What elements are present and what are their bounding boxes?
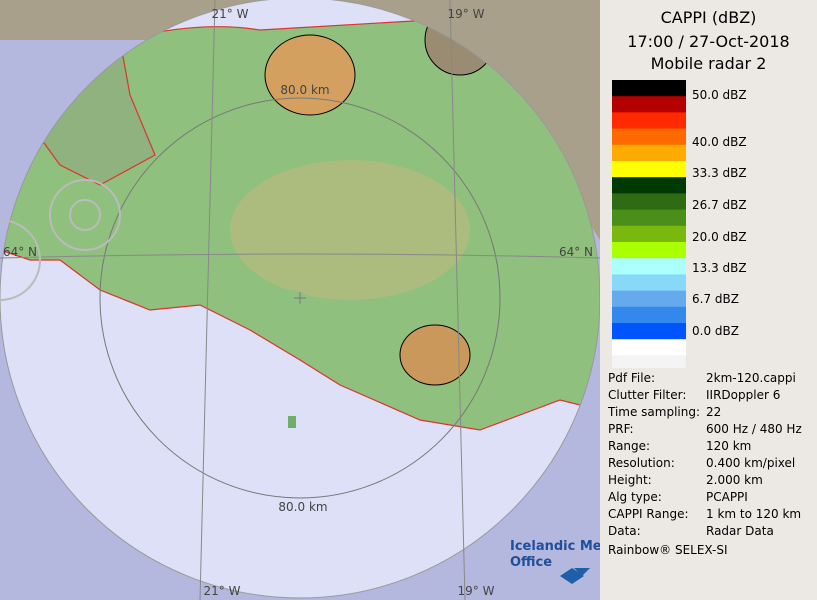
info-value: PCAPPI xyxy=(706,490,748,504)
lat-label: 64° N xyxy=(559,245,593,259)
legend-bar xyxy=(612,80,686,368)
legend-label: 20.0 dBZ xyxy=(692,230,747,244)
legend-swatch xyxy=(612,80,686,97)
info-row: Resolution: 0.400 km/pixel xyxy=(608,456,795,470)
title: CAPPI (dBZ) xyxy=(660,8,757,27)
info-value: 2.000 km xyxy=(706,473,763,487)
legend-swatch xyxy=(612,177,686,194)
side-panel: CAPPI (dBZ) 17:00 / 27-Oct-2018 Mobile r… xyxy=(600,0,817,600)
logo-icon xyxy=(560,568,590,584)
info-row: PRF: 600 Hz / 480 Hz xyxy=(608,422,802,436)
legend-label: 0.0 dBZ xyxy=(692,324,739,338)
legend-label: 26.7 dBZ xyxy=(692,198,747,212)
ring-label: 80.0 km xyxy=(278,500,327,514)
info-row: CAPPI Range: 1 km to 120 km xyxy=(608,507,801,521)
land-outside xyxy=(0,0,600,240)
lowland xyxy=(272,290,308,310)
glacier xyxy=(399,324,471,386)
logo-text: Office xyxy=(510,555,552,570)
legend-label: 33.3 dBZ xyxy=(692,166,747,180)
island xyxy=(288,416,296,428)
title: 17:00 / 27-Oct-2018 xyxy=(627,32,790,51)
lat-label: 64° N xyxy=(3,245,37,259)
lon-label: 21° W xyxy=(204,584,241,598)
highland xyxy=(230,160,470,300)
legend-label: 6.7 dBZ xyxy=(692,292,739,306)
lon-label: 21° W xyxy=(212,7,249,21)
info-key: Pdf File: xyxy=(608,371,656,385)
other-radar xyxy=(0,219,41,301)
legend-swatch xyxy=(612,225,686,243)
radar-map: 21° W 19° W 64° N 64° N 80.0 km 80.0 km … xyxy=(0,0,600,600)
legend-swatch xyxy=(612,161,686,178)
info-value: IIRDoppler 6 xyxy=(706,388,781,402)
info-key: Height: xyxy=(608,473,652,487)
info-key: Clutter Filter: xyxy=(608,388,687,402)
footer: Rainbow® SELEX-SI xyxy=(608,543,728,557)
legend-swatch xyxy=(612,290,686,308)
legend-swatch xyxy=(612,193,686,211)
range-ring xyxy=(99,97,501,499)
info-row: Range: 120 km xyxy=(608,439,751,453)
ring-label: 80.0 km xyxy=(280,83,329,97)
info-row: Data: Radar Data xyxy=(608,524,774,538)
legend-swatch xyxy=(612,355,686,368)
legend-swatch xyxy=(612,306,686,324)
legend-swatch xyxy=(612,144,686,162)
lon-label: 19° W xyxy=(458,584,495,598)
info-row: Clutter Filter: IIRDoppler 6 xyxy=(608,388,780,402)
legend-swatch xyxy=(612,323,686,340)
info-key: CAPPI Range: xyxy=(608,507,689,521)
legend-label: 50.0 dBZ xyxy=(692,88,747,102)
legend-swatch xyxy=(612,96,686,113)
info-row: Time sampling: 22 xyxy=(608,405,721,419)
glacier xyxy=(264,34,356,116)
info-value: 0.400 km/pixel xyxy=(706,456,796,470)
legend-swatch xyxy=(612,258,686,275)
info-value: 600 Hz / 480 Hz xyxy=(706,422,802,436)
legend-label: 40.0 dBZ xyxy=(692,135,747,149)
legend-swatch xyxy=(612,128,686,146)
info-value: 2km-120.cappi xyxy=(706,371,796,385)
legend-swatch xyxy=(612,339,686,356)
info-key: Time sampling: xyxy=(608,405,701,419)
info-key: Alg type: xyxy=(608,490,662,504)
info-value: 1 km to 120 km xyxy=(706,507,802,521)
info-key: Resolution: xyxy=(608,456,675,470)
info-row: Pdf File: 2km-120.cappi xyxy=(608,371,796,385)
coverage-edge xyxy=(0,0,600,599)
info-value: Radar Data xyxy=(706,524,774,538)
title: Mobile radar 2 xyxy=(650,54,767,73)
graticule xyxy=(0,0,600,600)
info-value: 120 km xyxy=(706,439,752,453)
lon-label: 19° W xyxy=(448,7,485,21)
legend-swatch xyxy=(612,274,686,292)
other-radar xyxy=(49,179,121,251)
other-radar xyxy=(69,199,101,231)
legend-swatch xyxy=(612,242,686,259)
info-key: Data: xyxy=(608,524,641,538)
legend-label: 13.3 dBZ xyxy=(692,261,747,275)
logo-text: Icelandic Met xyxy=(510,539,600,554)
radar-site xyxy=(294,292,306,304)
info-row: Alg type: PCAPPI xyxy=(608,490,748,504)
legend-swatch xyxy=(612,209,686,227)
info-row: Height: 2.000 km xyxy=(608,473,763,487)
info-key: Range: xyxy=(608,439,651,453)
legend-swatch xyxy=(612,112,686,130)
info-value: 22 xyxy=(706,405,722,419)
info-key: PRF: xyxy=(608,422,634,436)
